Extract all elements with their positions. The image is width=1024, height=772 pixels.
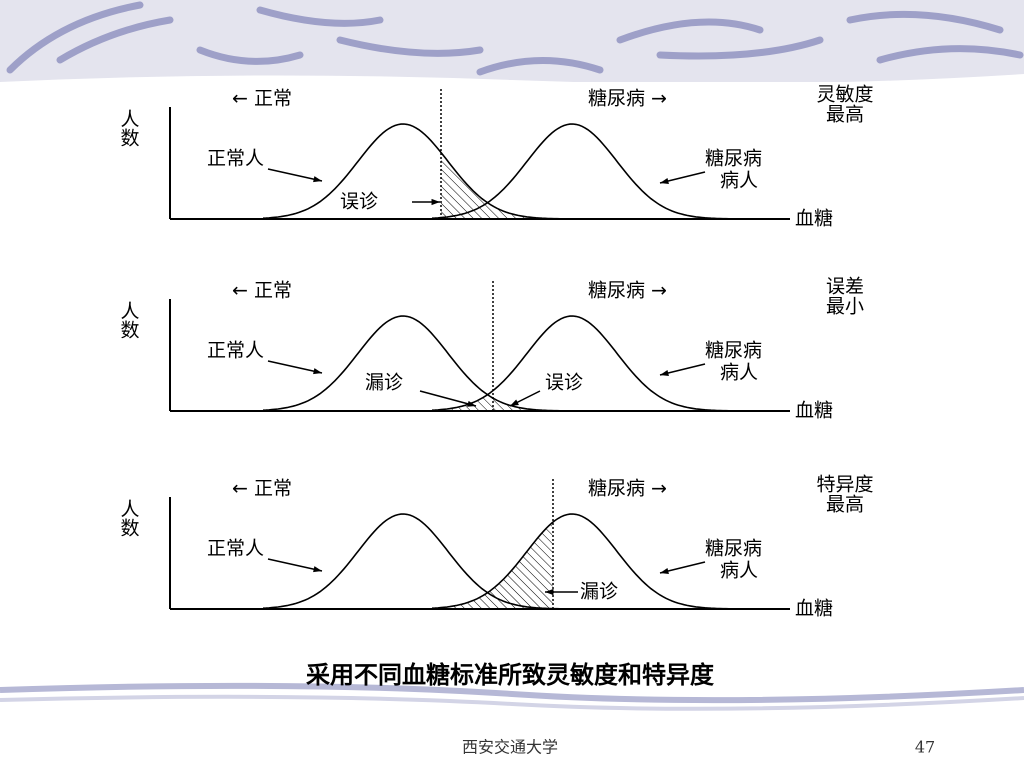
annotation: 误诊 (545, 372, 583, 394)
x-label: 血糖 (795, 208, 833, 230)
criterion: 误差 (826, 276, 864, 298)
y-label: 人数 (118, 499, 140, 537)
right-label: 糖尿病 → (588, 88, 667, 110)
diabetic-label: 病人 (720, 362, 758, 384)
arrow-line (267, 558, 323, 572)
arrow-head (545, 588, 554, 596)
diabetic-curve (431, 513, 732, 610)
normal-curve (262, 123, 563, 220)
arrow-line (267, 168, 323, 182)
diabetic-label: 糖尿病 (705, 340, 762, 362)
right-label: 糖尿病 → (588, 280, 667, 302)
missed-area (432, 391, 493, 411)
arrow-head (313, 176, 322, 183)
y-label: 人数 (118, 109, 140, 147)
criterion: 最高 (826, 494, 864, 516)
arrow-head (660, 177, 669, 184)
left-label: ← 正常 (232, 88, 292, 110)
criterion: 灵敏度 (816, 84, 873, 106)
arrow-head (313, 566, 322, 573)
diabetic-curve (431, 315, 732, 412)
normal-label: 正常人 (207, 538, 264, 560)
footer-institution: 西安交通大学 (462, 738, 558, 757)
diabetic-label: 病人 (720, 560, 758, 582)
left-label: ← 正常 (232, 280, 292, 302)
annotation: 漏诊 (365, 372, 403, 394)
left-label: ← 正常 (232, 478, 292, 500)
arrow-head (431, 198, 440, 206)
arrow-head (660, 369, 669, 376)
diabetic-label: 糖尿病 (705, 148, 762, 170)
bottom-band (0, 682, 1024, 711)
missed-area (493, 398, 563, 411)
normal-curve (262, 315, 563, 412)
arrow-head (660, 567, 669, 574)
diabetic-label: 糖尿病 (705, 538, 762, 560)
criterion: 特异度 (816, 474, 873, 496)
arrow-line (419, 390, 477, 407)
arrow-line (267, 360, 323, 374)
x-label: 血糖 (795, 400, 833, 422)
missed-area (441, 152, 563, 219)
arrow-head (467, 400, 476, 407)
caption: 采用不同血糖标准所致灵敏度和特异度 (306, 661, 715, 689)
normal-curve (262, 513, 563, 610)
x-label: 血糖 (795, 598, 833, 620)
diabetic-label: 病人 (720, 170, 758, 192)
missed-area (432, 522, 553, 609)
criterion: 最高 (826, 104, 864, 126)
right-label: 糖尿病 → (588, 478, 667, 500)
page-number: 47 (915, 738, 935, 757)
criterion: 最小 (826, 296, 864, 318)
annotation: 漏诊 (580, 581, 618, 603)
top-banner (0, 0, 1024, 84)
annotation: 误诊 (340, 191, 378, 213)
arrow-head (313, 368, 322, 375)
diabetic-curve (431, 123, 732, 220)
y-label: 人数 (118, 301, 140, 339)
normal-label: 正常人 (207, 340, 264, 362)
arrow-head (510, 399, 519, 406)
normal-label: 正常人 (207, 148, 264, 170)
